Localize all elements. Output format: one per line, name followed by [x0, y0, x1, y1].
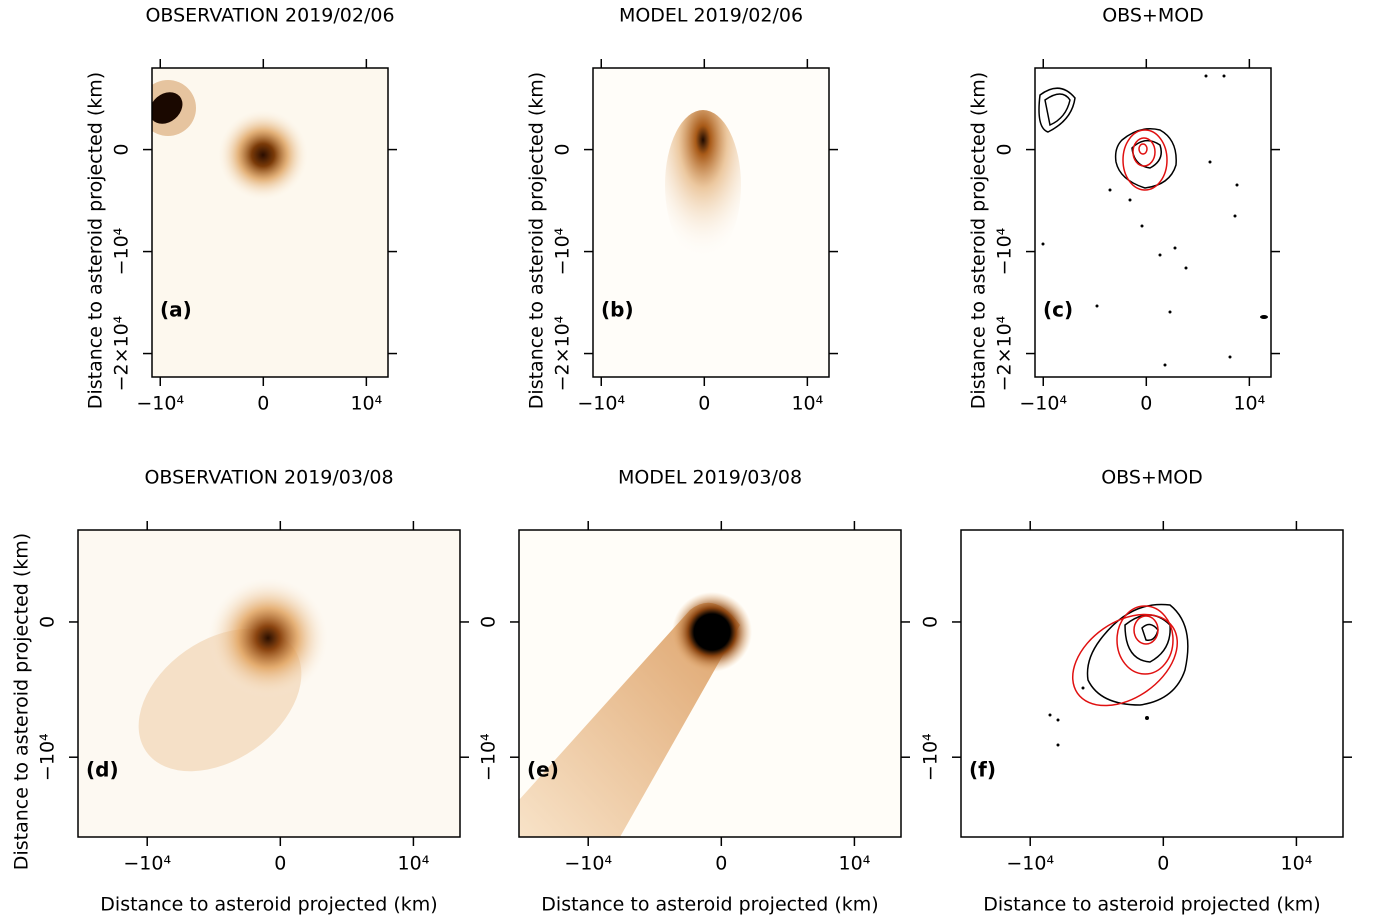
image-a [152, 68, 388, 377]
x-axis-label: Distance to asteroid projected (km) [100, 894, 437, 916]
y-tick-label: 0 [478, 616, 500, 628]
y-tick-label: 0 [994, 144, 1016, 156]
x-tick-label: 0 [274, 853, 286, 875]
x-tick-label: 10⁴ [791, 393, 823, 415]
y-axis-label: Distance to asteroid projected (km) [968, 72, 990, 409]
x-tick-label: 10⁴ [839, 853, 871, 875]
image-d [78, 530, 460, 837]
panel-title: MODEL 2019/02/06 [619, 5, 803, 27]
x-tick-label: 0 [1140, 393, 1152, 415]
panel-title: OBS+MOD [1101, 467, 1203, 489]
contours-f [1048, 603, 1189, 747]
panel-label: (a) [160, 298, 192, 322]
x-tick-label: 0 [698, 393, 710, 415]
y-tick-label: −10⁴ [111, 227, 133, 275]
y-tick-label: −10⁴ [920, 733, 942, 781]
x-tick-label: 10⁴ [1233, 393, 1265, 415]
panel-title: OBSERVATION 2019/02/06 [145, 5, 394, 27]
x-tick-label: −10⁴ [136, 393, 184, 415]
plot-frame [592, 67, 830, 378]
plot-frame [77, 529, 461, 838]
y-tick-label: 0 [37, 616, 59, 628]
plot-frame [151, 67, 389, 378]
panel-label: (e) [527, 758, 559, 782]
x-axis-label: Distance to asteroid projected (km) [541, 894, 878, 916]
x-tick-label: 0 [715, 853, 727, 875]
y-tick-label: −2×10⁴ [111, 315, 133, 391]
y-axis-label: Distance to asteroid projected (km) [85, 72, 107, 409]
panel-label: (d) [86, 758, 119, 782]
panel-label: (f) [969, 758, 996, 782]
image-e [519, 530, 901, 837]
x-tick-label: 0 [1157, 853, 1169, 875]
x-tick-label: 10⁴ [1281, 853, 1313, 875]
plot-frame [960, 529, 1344, 838]
x-tick-label: 10⁴ [350, 393, 382, 415]
y-tick-label: 0 [920, 616, 942, 628]
y-tick-label: −10⁴ [552, 227, 574, 275]
panel-title: OBS+MOD [1102, 5, 1204, 27]
y-tick-label: −2×10⁴ [994, 315, 1016, 391]
y-tick-label: −2×10⁴ [552, 315, 574, 391]
x-tick-label: −10⁴ [564, 853, 612, 875]
contours-c [1038, 74, 1268, 367]
x-tick-label: 10⁴ [398, 853, 430, 875]
y-axis-label: Distance to asteroid projected (km) [11, 533, 33, 870]
y-tick-label: −10⁴ [994, 227, 1016, 275]
panel-title: OBSERVATION 2019/03/08 [144, 467, 393, 489]
plot-frame [518, 529, 902, 838]
x-axis-label: Distance to asteroid projected (km) [983, 894, 1320, 916]
x-tick-label: −10⁴ [123, 853, 171, 875]
y-tick-label: 0 [552, 144, 574, 156]
image-b [593, 68, 829, 377]
panel-label: (c) [1043, 298, 1073, 322]
y-tick-label: 0 [111, 144, 133, 156]
y-tick-label: −10⁴ [37, 733, 59, 781]
y-axis-label: Distance to asteroid projected (km) [526, 72, 548, 409]
x-tick-label: −10⁴ [1019, 393, 1067, 415]
x-tick-label: −10⁴ [1006, 853, 1054, 875]
x-tick-label: −10⁴ [577, 393, 625, 415]
y-tick-label: −10⁴ [478, 733, 500, 781]
panel-title: MODEL 2019/03/08 [618, 467, 802, 489]
panel-label: (b) [601, 298, 634, 322]
x-tick-label: 0 [257, 393, 269, 415]
plot-frame [1034, 67, 1272, 378]
